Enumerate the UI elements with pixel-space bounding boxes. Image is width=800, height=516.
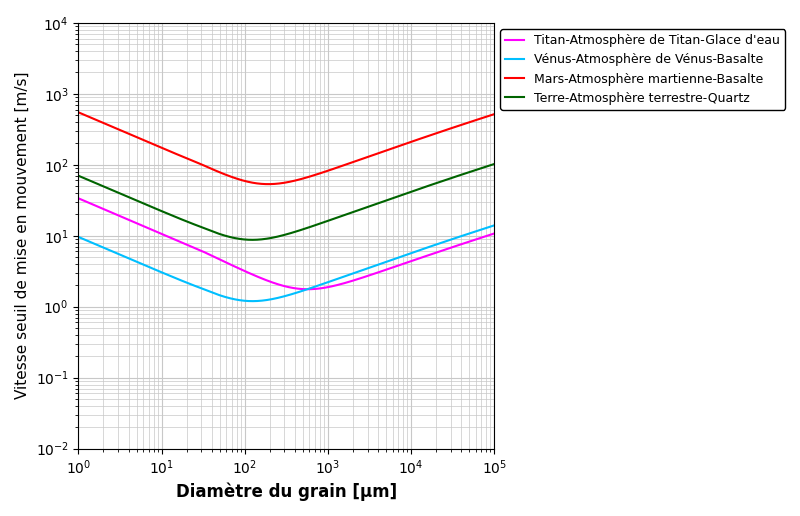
Mars-Atmosphère martienne-Basalte <box>146 140 155 146</box>
Titan-Atmosphère de Titan-Glace d'eau <box>303 286 313 293</box>
Titan-Atmosphère de Titan-Glace d'eau <box>482 233 491 239</box>
Terre-Atmosphère terrestre-Quartz <box>74 173 83 179</box>
Terre-Atmosphère terrestre-Quartz <box>233 235 242 241</box>
Titan-Atmosphère de Titan-Glace d'eau <box>490 231 499 237</box>
Mars-Atmosphère martienne-Basalte <box>233 176 242 182</box>
X-axis label: Diamètre du grain [µm]: Diamètre du grain [µm] <box>176 482 397 501</box>
Terre-Atmosphère terrestre-Quartz <box>490 161 499 167</box>
Mars-Atmosphère martienne-Basalte <box>251 180 261 186</box>
Vénus-Atmosphère de Vénus-Basalte <box>146 265 155 271</box>
Titan-Atmosphère de Titan-Glace d'eau <box>146 226 155 232</box>
Legend: Titan-Atmosphère de Titan-Glace d'eau, Vénus-Atmosphère de Vénus-Basalte, Mars-A: Titan-Atmosphère de Titan-Glace d'eau, V… <box>500 29 785 110</box>
Mars-Atmosphère martienne-Basalte <box>437 128 446 135</box>
Vénus-Atmosphère de Vénus-Basalte <box>482 225 491 231</box>
Line: Vénus-Atmosphère de Vénus-Basalte: Vénus-Atmosphère de Vénus-Basalte <box>78 225 494 301</box>
Vénus-Atmosphère de Vénus-Basalte <box>248 298 258 304</box>
Line: Titan-Atmosphère de Titan-Glace d'eau: Titan-Atmosphère de Titan-Glace d'eau <box>78 198 494 289</box>
Titan-Atmosphère de Titan-Glace d'eau <box>437 248 446 254</box>
Vénus-Atmosphère de Vénus-Basalte <box>437 240 446 246</box>
Titan-Atmosphère de Titan-Glace d'eau <box>74 195 83 201</box>
Y-axis label: Vitesse seuil de mise en mouvement [m/s]: Vitesse seuil de mise en mouvement [m/s] <box>15 72 30 399</box>
Vénus-Atmosphère de Vénus-Basalte <box>490 222 499 229</box>
Line: Mars-Atmosphère martienne-Basalte: Mars-Atmosphère martienne-Basalte <box>78 112 494 184</box>
Terre-Atmosphère terrestre-Quartz <box>251 237 261 243</box>
Mars-Atmosphère martienne-Basalte <box>482 114 491 120</box>
Line: Terre-Atmosphère terrestre-Quartz: Terre-Atmosphère terrestre-Quartz <box>78 164 494 240</box>
Mars-Atmosphère martienne-Basalte <box>263 181 273 187</box>
Vénus-Atmosphère de Vénus-Basalte <box>74 234 83 240</box>
Terre-Atmosphère terrestre-Quartz <box>146 203 155 209</box>
Titan-Atmosphère de Titan-Glace d'eau <box>251 273 261 279</box>
Titan-Atmosphère de Titan-Glace d'eau <box>233 265 242 271</box>
Mars-Atmosphère martienne-Basalte <box>74 109 83 116</box>
Vénus-Atmosphère de Vénus-Basalte <box>233 297 242 303</box>
Terre-Atmosphère terrestre-Quartz <box>482 164 491 170</box>
Vénus-Atmosphère de Vénus-Basalte <box>121 254 130 260</box>
Mars-Atmosphère martienne-Basalte <box>121 130 130 136</box>
Terre-Atmosphère terrestre-Quartz <box>247 237 257 243</box>
Titan-Atmosphère de Titan-Glace d'eau <box>121 216 130 222</box>
Terre-Atmosphère terrestre-Quartz <box>121 193 130 199</box>
Mars-Atmosphère martienne-Basalte <box>490 111 499 117</box>
Vénus-Atmosphère de Vénus-Basalte <box>251 298 261 304</box>
Terre-Atmosphère terrestre-Quartz <box>437 179 446 185</box>
